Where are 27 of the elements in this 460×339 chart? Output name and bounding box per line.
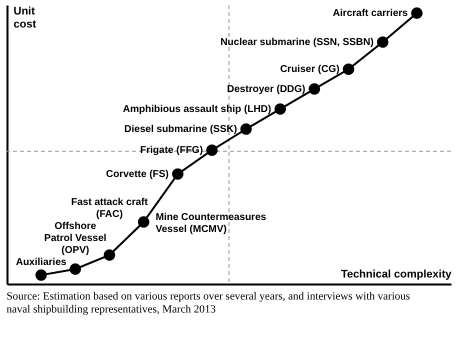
point (70, 263, 82, 275)
point (342, 64, 354, 75)
annotation: Auxiliaries (16, 257, 67, 268)
y-axis-title: Unit cost (14, 6, 36, 30)
point (206, 144, 218, 156)
point (240, 123, 252, 135)
point (35, 269, 47, 281)
annotation: Corvette (FS) (106, 169, 169, 180)
point (308, 83, 320, 95)
annotation: Aircraft carriers (332, 8, 408, 20)
source-note: Source: Estimation based on various reports over several years, and interviews with various naval shipbuilding representatives, March 2013 (6, 290, 410, 316)
annotation: Offshore Patrol Vessel (OPV) (44, 221, 107, 256)
annotation: Nuclear submarine (SSN, SSBN) (220, 37, 374, 48)
annotation: Diesel submarine (SSK) (124, 124, 238, 136)
annotation: Amphibious assault ship (LHD) (122, 104, 272, 116)
annotation: Destroyer (DDG) (227, 84, 306, 95)
annotation: Cruiser (CG) (280, 64, 340, 76)
point (172, 168, 184, 180)
annotation: Fast attack craft (FAC) (71, 197, 148, 220)
annotation: Frigate (FFG) (140, 145, 203, 156)
x-axis-title: Technical complexity (341, 268, 452, 280)
point (411, 7, 423, 19)
point (104, 249, 116, 261)
point (376, 36, 388, 48)
point (138, 216, 150, 228)
annotation: Mine Countermeasures Vessel (MCMV) (156, 212, 267, 235)
point (274, 103, 286, 115)
